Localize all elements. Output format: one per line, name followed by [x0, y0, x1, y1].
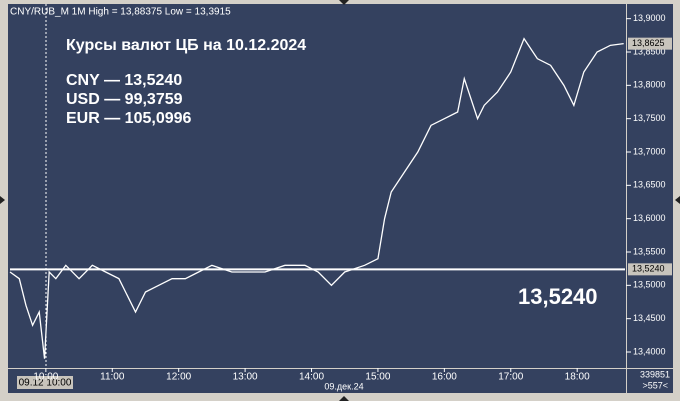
count-label: >557<	[642, 380, 668, 390]
marker	[339, 0, 349, 5]
y-axis-panel	[627, 4, 673, 368]
y-tick-label: 13,8000	[633, 80, 666, 90]
x-tick-label: 14:00	[299, 372, 324, 383]
marker	[339, 396, 349, 401]
y-tick-label: 13,5000	[633, 280, 666, 290]
annotation-line: USD — 99,3759	[66, 91, 183, 108]
cursor-label: 09.12 10:00	[19, 378, 72, 389]
volume-label: 339851	[640, 369, 670, 379]
x-tick-label: 11:00	[100, 372, 125, 383]
marker	[0, 196, 5, 204]
x-tick-label: 10:00	[33, 372, 58, 383]
y-tick-label: 13,8500	[633, 46, 666, 56]
date-label: 09.дек.24	[324, 381, 363, 391]
x-tick-label: 13:00	[233, 372, 258, 383]
x-tick-label: 15:00	[365, 372, 390, 383]
y-tick-label: 13,4000	[633, 346, 666, 356]
annotation-line: EUR — 105,0996	[66, 110, 192, 127]
x-tick-label: 12:00	[166, 372, 191, 383]
chart-title: CNY/RUB_M 1M High = 13,88375 Low = 13,39…	[10, 7, 231, 18]
y-tick-label: 13,7500	[633, 113, 666, 123]
marker	[675, 196, 680, 204]
y-tick-label: 13,6500	[633, 180, 666, 190]
reference-label-box	[628, 263, 672, 276]
x-tick-label: 18:00	[565, 372, 590, 383]
cursor-label-box	[17, 376, 73, 389]
last-price-label: 13,8625	[632, 38, 665, 48]
y-tick-label: 13,6000	[633, 213, 666, 223]
y-tick-label: 13,5500	[633, 246, 666, 256]
y-tick-label: 13,7000	[633, 146, 666, 156]
reference-label: 13,5240	[632, 264, 665, 274]
corner-panel	[627, 369, 673, 393]
x-tick-label: 17:00	[498, 372, 523, 383]
annotation-line: CNY — 13,5240	[66, 72, 182, 89]
x-tick-label: 16:00	[432, 372, 457, 383]
y-tick-label: 13,4500	[633, 313, 666, 323]
last-price-box	[628, 37, 672, 50]
x-axis-panel	[8, 369, 626, 393]
plot-area	[8, 4, 626, 368]
y-tick-label: 13,9000	[633, 13, 666, 23]
annotation-title: Курсы валют ЦБ на 10.12.2024	[66, 37, 306, 54]
reference-big-label: 13,5240	[518, 284, 598, 309]
